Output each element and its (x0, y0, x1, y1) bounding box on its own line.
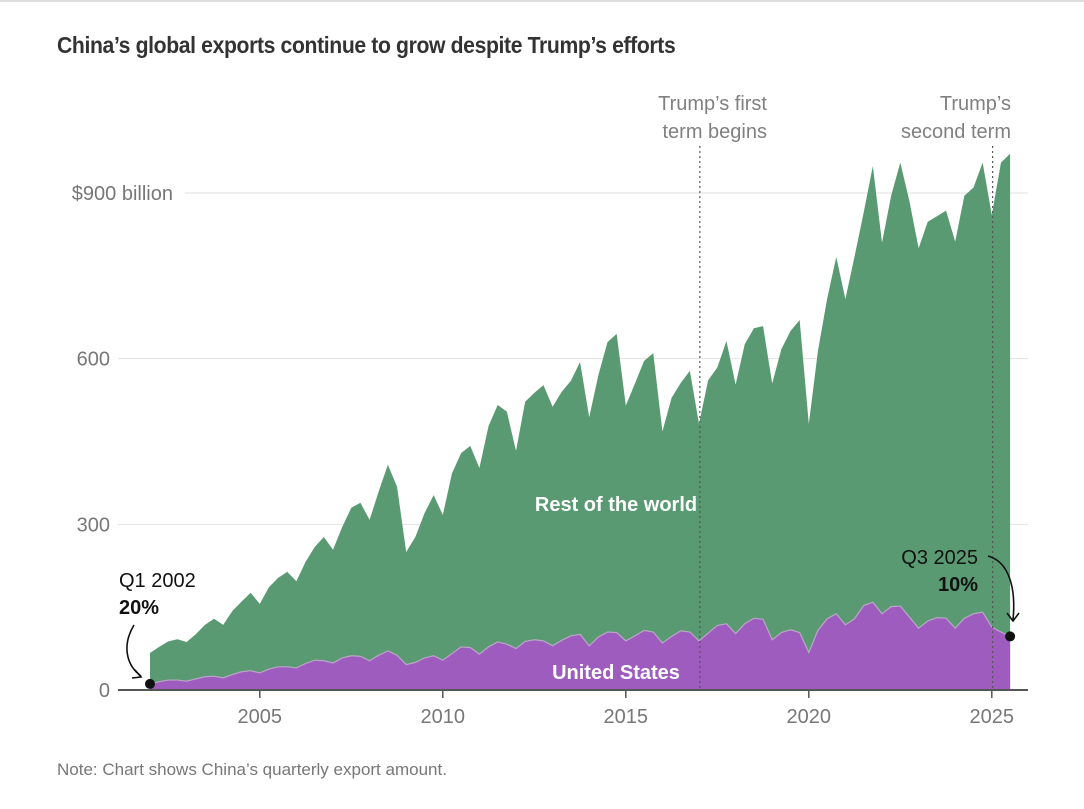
top-divider (0, 0, 1084, 2)
x-tick-label-2010: 2010 (421, 706, 466, 728)
rest-of-world-area (150, 153, 1011, 690)
end-arrow (987, 555, 1015, 621)
start-arrow (126, 624, 142, 677)
x-tick-label-2020: 2020 (787, 706, 832, 728)
end-date-label: Q3 2025 (901, 547, 978, 569)
x-tick-label-2015: 2015 (604, 706, 649, 728)
united-states-boundary-line (149, 601, 1011, 685)
end-pct-label: 10% (938, 574, 978, 596)
second-term-label-line2: second term (901, 121, 1011, 143)
y-tick-label-300: 300 (77, 514, 110, 536)
x-tick-label-2025: 2025 (970, 706, 1015, 728)
x-tick-label-2005: 2005 (238, 706, 283, 728)
endpoint-dots (145, 631, 1016, 689)
start-arrowhead (131, 669, 143, 679)
united-states-label: United States (552, 662, 680, 684)
y-tick-label-0: 0 (99, 680, 110, 702)
term-markers (699, 146, 994, 690)
x-axis: 2005 2010 2015 2020 2025 (118, 689, 1028, 728)
annotations: Trump’s first term begins Trump’s second… (119, 93, 1020, 684)
start-date-label: Q1 2002 (119, 570, 196, 592)
chart-note: Note: Chart shows China’s quarterly expo… (57, 760, 447, 779)
united-states-area (150, 602, 1011, 690)
start-pct-label: 20% (119, 597, 159, 619)
first-term-label-line1: Trump’s first (658, 93, 767, 115)
y-tick-label-600: 600 (77, 349, 110, 371)
rest-of-world-label: Rest of the world (535, 494, 697, 516)
end-point-dot (1005, 631, 1016, 642)
y-tick-label-900: $900 billion (72, 183, 173, 205)
y-axis: 0 300 600 $900 billion (72, 183, 173, 702)
first-term-label-line2: term begins (663, 121, 768, 143)
start-point-dot (145, 678, 155, 689)
stacked-areas (149, 153, 1011, 690)
second-term-label-line1: Trump’s (940, 93, 1011, 115)
chart-title: China’s global exports continue to grow … (57, 32, 676, 58)
end-arrowhead (1006, 612, 1020, 623)
